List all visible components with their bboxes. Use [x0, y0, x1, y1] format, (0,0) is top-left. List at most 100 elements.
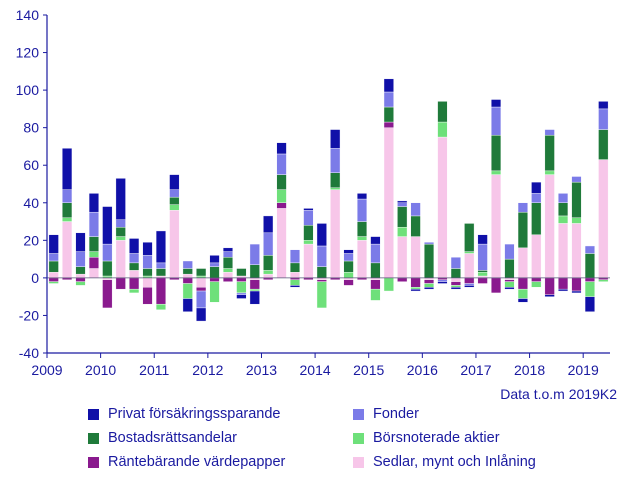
bar-segment [88, 193, 99, 213]
bar-segment [115, 236, 126, 241]
bar-segment [62, 217, 73, 222]
bar-segment [558, 193, 569, 203]
bar-segment [289, 285, 301, 288]
bar-segment [196, 290, 207, 309]
bar-segment [517, 277, 528, 290]
bar-segment [517, 202, 528, 213]
bar-segment [584, 281, 595, 297]
bar-segment [477, 270, 488, 273]
legend-item-sedlar: Sedlar, mynt och Inlåning [353, 454, 536, 470]
bar-segment [477, 272, 488, 277]
bar-segment [356, 221, 368, 237]
x-tick-label: 2013 [246, 362, 277, 378]
bar-segment [115, 277, 126, 290]
bar-segment [263, 255, 274, 271]
bar-segment [504, 287, 515, 290]
bar-segment [571, 217, 582, 224]
y-tick-label: 80 [23, 120, 39, 136]
bar-segment [303, 208, 314, 211]
bar-segment [584, 277, 595, 282]
bar-segment [504, 243, 515, 260]
bar-segment [155, 262, 166, 269]
bar-segment [276, 189, 287, 203]
bar-segment [222, 247, 233, 252]
bar-segment [129, 270, 140, 279]
x-tick-label: 2014 [300, 362, 331, 378]
bar-segment [75, 273, 86, 279]
bar-segment [48, 234, 59, 254]
bar-segment [450, 285, 461, 288]
bar-segment [464, 223, 475, 252]
bar-segment [182, 277, 193, 284]
bar-segment [289, 262, 301, 273]
bar-segment [343, 279, 354, 286]
bar-segment [410, 236, 421, 279]
x-tick-label: 2009 [31, 362, 62, 378]
bar-segment [249, 288, 260, 292]
bar-segment [397, 236, 408, 279]
bar-segment [276, 202, 287, 209]
bar-segment [263, 270, 274, 275]
y-tick-label: 100 [16, 82, 40, 98]
bar-segment [491, 174, 502, 279]
bar-segment [289, 279, 301, 286]
bar-segment [303, 210, 314, 226]
y-tick-label: 40 [23, 195, 39, 211]
bar-segment [169, 204, 180, 211]
bar-segment [263, 215, 274, 234]
bar-segment [598, 159, 609, 279]
bar-segment [209, 255, 220, 264]
bar-segment [356, 193, 368, 200]
bar-segment [48, 253, 59, 262]
bar-segment [182, 273, 193, 279]
bar-segment [450, 281, 461, 286]
bar-segment [276, 174, 287, 190]
bar-segment [196, 268, 207, 277]
bar-segment [222, 277, 233, 282]
bar-segment [330, 129, 341, 149]
bar-segment [129, 288, 140, 294]
bar-segment [504, 279, 515, 282]
bar-segment [491, 170, 502, 175]
bar-segment [410, 287, 421, 290]
bar-segment [343, 260, 354, 273]
bar-segment [303, 225, 314, 241]
bar-segment [424, 242, 435, 245]
bar-segment [276, 208, 287, 279]
legend-swatch [88, 408, 99, 420]
bar-segment [397, 200, 408, 203]
bar-segment [316, 281, 327, 309]
bar-segment [598, 108, 609, 130]
bar-segment [491, 99, 502, 108]
bar-segment [316, 223, 327, 247]
stacked-bar-chart: -40 -20 0 20 40 60 80 100 120 140 2009 2010 2011 201… [16, 7, 610, 378]
bar-segment [571, 181, 582, 218]
bar-segment [249, 243, 260, 265]
bar-segment [209, 281, 220, 303]
bar-segment [303, 240, 314, 245]
bar-segment [155, 230, 166, 264]
bar-segment [504, 258, 515, 279]
bar-segment [102, 279, 113, 309]
y-tick-label: -40 [19, 345, 39, 361]
bar-segment [491, 277, 502, 294]
bar-segment [263, 232, 274, 256]
axes [43, 14, 610, 358]
bar-segment [437, 136, 448, 279]
bar-segment [424, 287, 435, 290]
bar-segment [209, 266, 220, 279]
bar-segment [48, 260, 59, 273]
bar-segment [477, 234, 488, 245]
bar-segment [571, 223, 582, 279]
bar-segment [169, 196, 180, 205]
bar-segment [182, 268, 193, 275]
x-tick-label: 2016 [407, 362, 438, 378]
bar-segment [169, 174, 180, 190]
bar-segment [102, 206, 113, 245]
bar-segment [169, 210, 180, 279]
bar-segment [544, 134, 555, 172]
bar-segment [316, 245, 327, 267]
bar-segment [115, 240, 126, 279]
bar-segment [544, 277, 555, 295]
bar-segment [598, 101, 609, 110]
